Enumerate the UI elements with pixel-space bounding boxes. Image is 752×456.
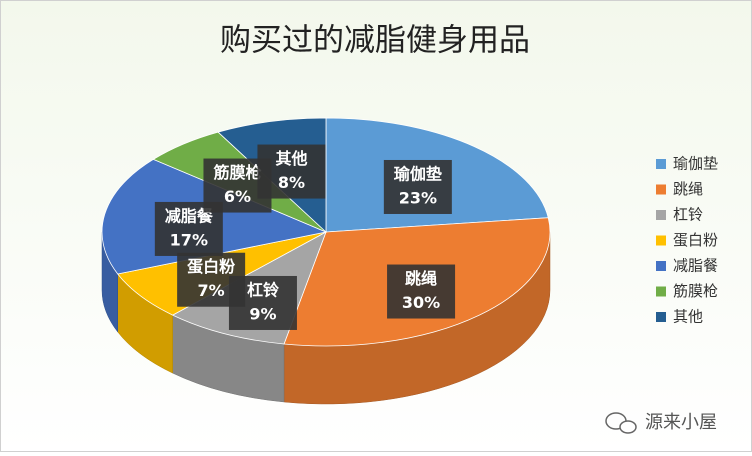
data-label-category: 跳绳 <box>405 269 437 288</box>
chart-title: 购买过的减脂健身用品 <box>220 23 530 59</box>
legend-label: 筋膜枪 <box>673 282 718 300</box>
legend-label: 减脂餐 <box>673 257 718 275</box>
legend-swatch <box>656 184 666 195</box>
data-label-value: 23% <box>399 188 437 207</box>
legend-label: 蛋白粉 <box>673 231 718 249</box>
data-label-category: 筋膜枪 <box>212 163 261 182</box>
data-label-value: 8% <box>278 173 305 192</box>
watermark-icon <box>619 420 637 434</box>
data-label-box <box>177 252 246 307</box>
data-label-value: 17% <box>170 230 208 249</box>
data-labels: 瑜伽垫 23% 跳绳 30% 杠铃 9% 蛋白粉 7% 减脂餐 17% 筋膜枪 6% 其他 8% <box>154 144 456 330</box>
legend-swatch <box>656 210 666 220</box>
data-label-box <box>257 144 326 199</box>
data-label-value: 30% <box>402 293 440 312</box>
data-label-category: 蛋白粉 <box>187 257 235 276</box>
data-label-value: 6% <box>224 187 251 206</box>
legend-label: 跳绳 <box>673 180 703 198</box>
watermark-text: 源来小屋 <box>645 412 717 433</box>
data-label-category: 其他 <box>275 149 307 168</box>
pie <box>101 117 551 405</box>
legend-label: 杠铃 <box>673 206 703 224</box>
legend-swatch <box>656 235 666 246</box>
legend-label: 瑜伽垫 <box>673 155 718 173</box>
data-label-box <box>383 159 452 214</box>
data-label-value: 7% <box>198 281 225 300</box>
legend-swatch <box>656 312 666 322</box>
legend-label: 其他 <box>673 308 703 326</box>
data-label-category: 减脂餐 <box>165 206 214 225</box>
legend-swatch <box>656 261 666 271</box>
data-label-value: 9% <box>249 304 276 323</box>
legend-swatch <box>656 159 666 169</box>
data-label-box <box>387 264 456 319</box>
legend-swatch <box>656 286 666 297</box>
data-label-category: 杠铃 <box>247 280 279 299</box>
watermark: 源来小屋 <box>605 412 717 434</box>
data-label-category: 瑜伽垫 <box>394 164 442 183</box>
